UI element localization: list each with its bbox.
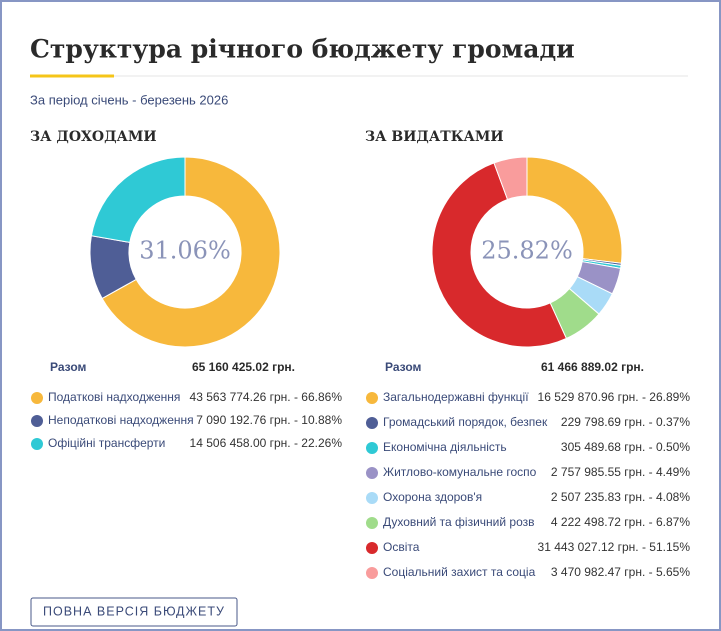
legend-value: 2 757 985.55 грн. - 4.49% bbox=[551, 465, 690, 479]
legend-value: 31 443 027.12 грн. - 51.15% bbox=[538, 540, 691, 554]
legend-name: Економічна діяльність bbox=[383, 440, 507, 454]
legend-dot bbox=[31, 438, 43, 450]
legend-value: 43 563 774.26 грн. - 66.86% bbox=[190, 390, 343, 404]
subtitle: За період січень - березень 2026 bbox=[30, 92, 228, 107]
chart-title: ЗА ДОХОДАМИ bbox=[30, 129, 157, 145]
legend-name: Офіційні трансферти bbox=[48, 436, 165, 450]
total-label: Разом bbox=[385, 360, 422, 374]
donut-slice bbox=[493, 156, 528, 201]
center-label: 25.82% bbox=[481, 237, 573, 265]
donut-slice bbox=[101, 156, 281, 348]
legend-name: Громадський порядок, безпек bbox=[383, 415, 548, 429]
legend-name: Соціальний захист та соціа bbox=[383, 565, 536, 579]
legend-dot bbox=[366, 467, 378, 479]
center-label: 31.06% bbox=[139, 237, 231, 265]
legend-dot bbox=[31, 392, 43, 404]
legend-value: 14 506 458.00 грн. - 22.26% bbox=[190, 436, 343, 450]
donut-slice bbox=[90, 156, 186, 243]
total-value: 65 160 425.02 грн. bbox=[192, 360, 295, 374]
legend-value: 4 222 498.72 грн. - 6.87% bbox=[551, 515, 690, 529]
legend-name: Неподаткові надходження bbox=[48, 413, 194, 427]
legend-name: Духовний та фізичний розв bbox=[383, 515, 535, 529]
legend-name: Освіта bbox=[383, 540, 420, 554]
legend-dot bbox=[366, 417, 378, 429]
legend-value: 305 489.68 грн. - 0.50% bbox=[561, 440, 690, 454]
legend-dot bbox=[366, 492, 378, 504]
total-value: 61 466 889.02 грн. bbox=[541, 360, 644, 374]
legend-value: 229 798.69 грн. - 0.37% bbox=[561, 415, 690, 429]
legend-dot bbox=[366, 392, 378, 404]
chart-title: ЗА ВИДАТКАМИ bbox=[365, 129, 504, 145]
button-box[interactable] bbox=[30, 597, 238, 627]
legend-dot bbox=[366, 517, 378, 529]
legend-name: Загальнодержавні функції bbox=[383, 390, 529, 404]
legend-dot bbox=[366, 442, 378, 454]
donut-slice bbox=[431, 162, 568, 348]
legend-dot bbox=[31, 415, 43, 427]
total-label: Разом bbox=[50, 360, 87, 374]
legend-dot bbox=[366, 542, 378, 554]
button-label[interactable]: ПОВНА ВЕРСІЯ БЮДЖЕТУ bbox=[43, 604, 225, 618]
legend-value: 7 090 192.76 грн. - 10.88% bbox=[196, 413, 342, 427]
legend-value: 16 529 870.96 грн. - 26.89% bbox=[538, 390, 691, 404]
legend-value: 2 507 235.83 грн. - 4.08% bbox=[551, 490, 690, 504]
button[interactable]: ПОВНА ВЕРСІЯ БЮДЖЕТУ bbox=[30, 597, 238, 627]
legend-value: 3 470 982.47 грн. - 5.65% bbox=[551, 565, 690, 579]
legend-name: Охорона здоров'я bbox=[383, 490, 482, 504]
legend-name: Житлово-комунальне госпо bbox=[383, 465, 537, 479]
legend-name: Податкові надходження bbox=[48, 390, 180, 404]
title: Структура річного бюджету громади bbox=[30, 35, 575, 64]
legend-dot bbox=[366, 567, 378, 579]
